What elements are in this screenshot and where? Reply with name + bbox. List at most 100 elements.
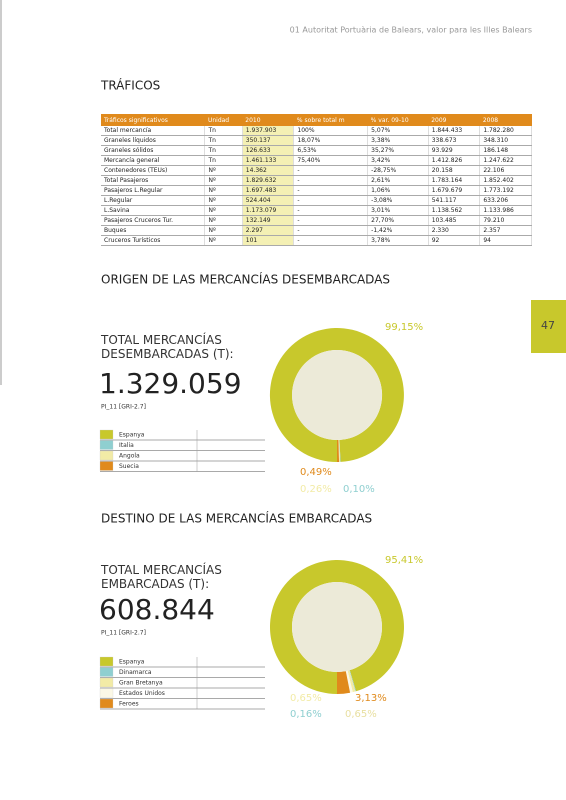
table-cell: 92 xyxy=(428,235,481,246)
table-cell: 5,07% xyxy=(367,126,429,136)
legend-label: Dinamarca xyxy=(119,669,152,676)
legend-swatch xyxy=(99,688,114,698)
table-cell: Nº xyxy=(204,225,243,236)
table-cell: Mercancía general xyxy=(101,155,206,166)
table-cell: - xyxy=(293,205,369,216)
table-cell: 1.937.903 xyxy=(242,126,295,136)
page-number: 47 xyxy=(541,319,555,332)
pie-slice xyxy=(337,671,351,695)
table-cell: 2.297 xyxy=(242,225,295,236)
total-value: 1.329.059 xyxy=(99,367,242,400)
legend-swatch xyxy=(99,450,114,461)
code-label: PI_11 [GRI-2.7] xyxy=(101,404,146,411)
table-cell: - xyxy=(293,175,369,186)
table-row: Cruceros Turísticos Nº 101-3,78% 92 94 xyxy=(101,235,532,246)
legend-label: Angola xyxy=(119,453,140,460)
section-title: TRÁFICOS xyxy=(100,78,160,93)
table-cell: Nº xyxy=(204,205,243,216)
table-cell: Nº xyxy=(204,175,243,186)
table-cell: - xyxy=(293,235,369,246)
legend-label: Suecia xyxy=(119,463,139,470)
table-cell: Tn xyxy=(204,145,243,156)
table-cell: 338.673 xyxy=(428,135,481,146)
table-cell: 93.929 xyxy=(428,145,481,156)
page-tab xyxy=(531,300,566,353)
table-cell: -3,08% xyxy=(367,195,429,206)
table-cell: 350.137 xyxy=(242,135,295,146)
table-cell: Tn xyxy=(204,126,243,136)
section-title: DESTINO DE LAS MERCANCÍAS EMBARCADAS xyxy=(101,511,372,526)
table-cell: 1.852.402 xyxy=(479,175,532,186)
table-cell: 1.773.192 xyxy=(479,185,532,196)
column-header: 2009 xyxy=(428,114,480,126)
table-row: Pasajeros Cruceros Tur. Nº 132.149-27,70% 1… xyxy=(101,215,532,226)
table-cell: Pasajeros Cruceros Tur. xyxy=(101,215,206,226)
table-cell: 1.138.562 xyxy=(428,205,481,216)
table-cell: 3,42% xyxy=(367,155,429,166)
table-cell: -1,42% xyxy=(367,225,429,236)
legend-label: Espanya xyxy=(119,659,145,666)
table-cell: 186.148 xyxy=(479,145,532,156)
legend-label: Feroes xyxy=(119,701,139,708)
value-label: 0,16% xyxy=(290,709,322,720)
legend-swatch xyxy=(99,698,114,709)
donut-center xyxy=(292,582,382,672)
table-cell: Nº xyxy=(204,215,243,226)
table-row: Mercancía general Tn 1.461.133 75,40% 3,42% 1… xyxy=(101,155,532,166)
pie-slice xyxy=(338,439,341,462)
table-cell: 101 xyxy=(242,235,295,246)
table-cell: -28,75% xyxy=(367,165,429,176)
table-cell: 1.461.133 xyxy=(242,155,295,166)
table-cell: 1.697.483 xyxy=(242,185,295,196)
table-cell: 348.310 xyxy=(479,135,532,146)
table-cell: 18,07% xyxy=(293,135,369,146)
table-cell: Tn xyxy=(204,155,243,166)
table-cell: 541.117 xyxy=(428,195,481,206)
table-cell: 22.106 xyxy=(479,165,532,176)
pie-slice xyxy=(269,328,404,463)
column-header: 2008 xyxy=(479,114,532,126)
table-cell: Contenedores (TEUs) xyxy=(101,165,206,176)
section-title: ORIGEN DE LAS MERCANCÍAS DESEMBARCADAS xyxy=(101,272,390,287)
legend-swatch xyxy=(99,461,114,471)
value-label: 0,10% xyxy=(343,484,375,495)
legend-swatch xyxy=(99,677,114,688)
table-cell: 1.247.622 xyxy=(479,155,532,166)
table-cell: Graneles sólidos xyxy=(101,145,206,156)
table-cell: Pasajeros L.Regular xyxy=(101,185,206,196)
pie-slice xyxy=(347,670,356,693)
value-label: 95,41% xyxy=(385,555,423,566)
table-cell: 3,38% xyxy=(367,135,429,146)
table-cell: Nº xyxy=(204,165,243,176)
table-cell: Total Pasajeros xyxy=(101,175,206,186)
table-cell: Buques xyxy=(101,225,206,236)
table-cell: - xyxy=(293,185,369,196)
table-cell: 524.404 xyxy=(242,195,295,206)
table-row: Total Pasajeros Nº 1.829.632-2,61% 1.783.16… xyxy=(101,175,532,186)
table-cell: 79.210 xyxy=(479,215,532,226)
table-row: Buques Nº 2.297- -1,42% 2.330 2.357 xyxy=(101,225,532,236)
table-cell: 14.362 xyxy=(242,165,295,176)
table-cell: Tn xyxy=(204,135,243,146)
legend-swatch xyxy=(99,429,114,440)
pie-slice xyxy=(269,560,404,694)
running-title: 01 Autoritat Portuària de Balears, valor… xyxy=(290,26,532,35)
table-row: L.Savina Nº 1.173.079-3,01% 1.138.562 1.133.… xyxy=(101,205,532,216)
table-cell: - xyxy=(293,165,369,176)
table-row: Graneles sólidos Tn 126.633 6,53% 35,27% 93.9… xyxy=(101,145,532,156)
pie-slice xyxy=(339,439,341,462)
table-cell: 1.679.679 xyxy=(428,185,481,196)
legend-label: Italia xyxy=(119,442,134,449)
legend-label: Gran Bretanya xyxy=(119,680,163,687)
table-cell: 1.782.280 xyxy=(479,126,532,136)
traffic-table: Tráficos significativos Unidad 2010% sobre… xyxy=(101,114,532,246)
table-cell: 1.829.632 xyxy=(242,175,295,186)
pie-slice xyxy=(349,670,357,692)
value-label: 0,26% xyxy=(300,484,332,495)
table-row: L.Regular Nº 524.404- -3,08% 541.117 633.206 xyxy=(101,195,532,206)
column-header: 2010 xyxy=(242,114,294,126)
table-cell: 2.357 xyxy=(479,225,532,236)
table-cell: 2.330 xyxy=(428,225,481,236)
table-cell: 100% xyxy=(293,126,369,136)
